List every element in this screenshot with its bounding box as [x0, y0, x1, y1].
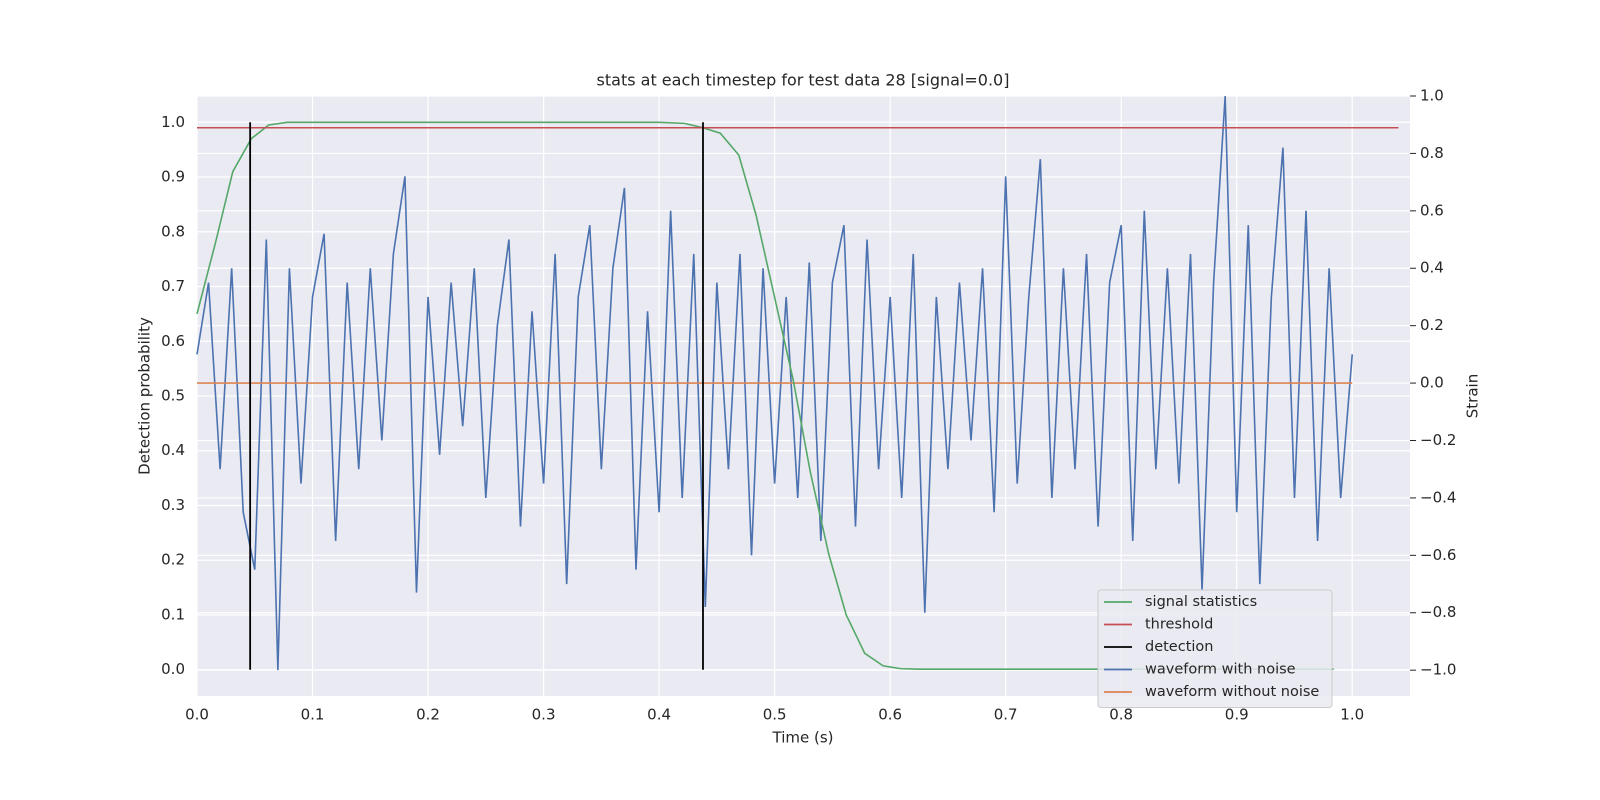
y2-tick-label: −1.0 — [1420, 661, 1456, 679]
y2-tick-label: −0.8 — [1420, 603, 1456, 621]
y-tick-label: 0.3 — [161, 496, 185, 514]
labels: 0.0 0.1 0.2 0.3 0.4 0.5 0.6 0.7 0.8 0.9 1.0 0.0 0.1 0… — [161, 87, 1456, 724]
x-tick-label: 0.5 — [763, 706, 787, 724]
y2-tick-label: −0.4 — [1420, 488, 1456, 506]
x-tick-label: 0.8 — [1109, 706, 1133, 724]
x-axis-label: Time (s) — [772, 729, 834, 747]
legend-label: threshold — [1145, 617, 1213, 633]
x-tick-label: 0.9 — [1225, 706, 1249, 724]
x-tick-label: 0.7 — [994, 706, 1018, 724]
marks — [196, 95, 1399, 671]
y-tick-label: 0.0 — [161, 660, 185, 678]
chart-title: stats at each timestep for test data 28 … — [597, 71, 1010, 90]
series-line — [196, 121, 1334, 670]
y2-tick-label: 1.0 — [1420, 87, 1444, 105]
y2-tick-label: 0.4 — [1420, 259, 1444, 277]
series-line — [196, 95, 1354, 671]
y2-tick-label: 0.6 — [1420, 201, 1444, 219]
legend-label: signal statistics — [1145, 594, 1257, 610]
x-tick-label: 1.0 — [1340, 706, 1364, 724]
y2-tick-label: 0.0 — [1420, 374, 1444, 392]
y-tick-label: 1.0 — [161, 113, 185, 131]
legend: signal statistics threshold detection wavef… — [1097, 589, 1333, 708]
x-tick-label: 0.1 — [301, 706, 325, 724]
y-tick-label: 0.6 — [161, 332, 185, 350]
x-tick-label: 0.6 — [878, 706, 902, 724]
y2-tick-label: −0.2 — [1420, 431, 1456, 449]
legend-box — [1097, 589, 1333, 708]
legend-label: detection — [1145, 639, 1213, 655]
y-tick-label: 0.1 — [161, 605, 185, 623]
y2-axis-label: Strain — [1464, 374, 1482, 418]
y2-tick-label: 0.8 — [1420, 144, 1444, 162]
y-tick-label: 0.4 — [161, 441, 185, 459]
x-tick-label: 0.3 — [532, 706, 556, 724]
legend-label: waveform without noise — [1145, 684, 1319, 700]
legend-label: waveform with noise — [1145, 662, 1296, 678]
x-tick-label: 0.0 — [185, 706, 209, 724]
y-tick-label: 0.9 — [161, 168, 185, 186]
y-axis-label: Detection probability — [136, 317, 154, 475]
y-tick-label: 0.5 — [161, 387, 185, 405]
x-tick-label: 0.2 — [416, 706, 440, 724]
y-tick-label: 0.8 — [161, 222, 185, 240]
y-tick-label: 0.2 — [161, 551, 185, 569]
y2-tick-label: 0.2 — [1420, 316, 1444, 334]
y2-tick-label: −0.6 — [1420, 546, 1456, 564]
x-tick-label: 0.4 — [647, 706, 671, 724]
y-tick-label: 0.7 — [161, 277, 185, 295]
